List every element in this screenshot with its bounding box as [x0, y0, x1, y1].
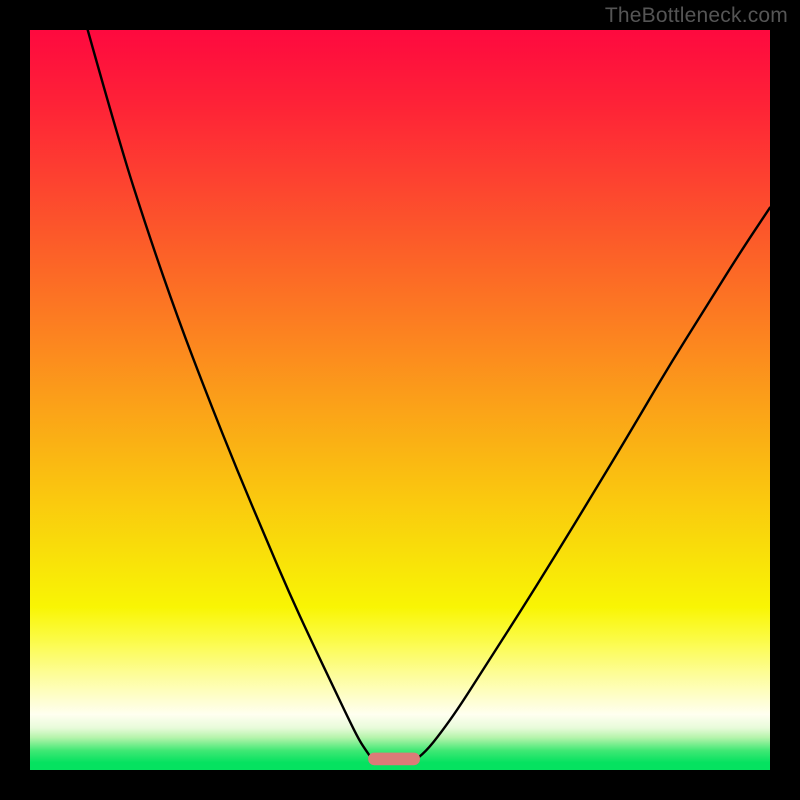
minimum-marker: [368, 753, 420, 766]
plot-background: [30, 30, 770, 770]
watermark-text: TheBottleneck.com: [605, 4, 788, 28]
bottleneck-chart: [0, 0, 800, 800]
